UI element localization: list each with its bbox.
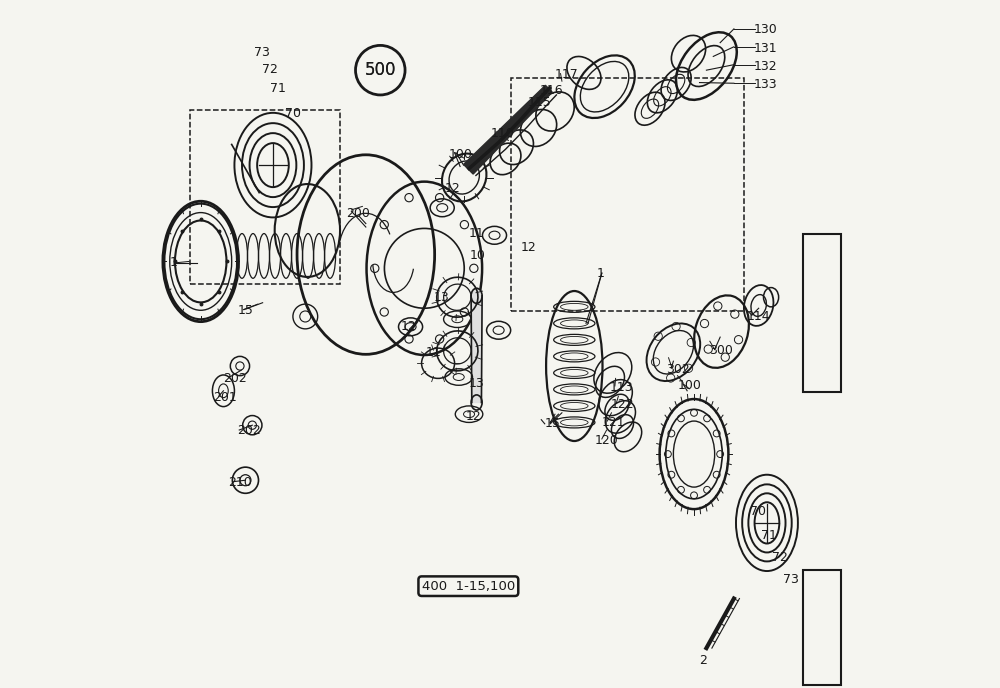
Bar xyxy=(803,234,841,392)
Text: 100: 100 xyxy=(678,379,701,391)
Text: 73: 73 xyxy=(254,46,270,58)
Text: 11: 11 xyxy=(468,228,484,240)
Text: 201: 201 xyxy=(213,391,237,404)
Text: 130: 130 xyxy=(753,23,777,36)
Text: 1: 1 xyxy=(170,257,178,269)
Text: 72: 72 xyxy=(772,551,788,563)
Text: 202: 202 xyxy=(223,372,247,385)
Text: 115: 115 xyxy=(528,96,551,109)
Text: 15: 15 xyxy=(545,418,561,430)
Text: 110: 110 xyxy=(490,127,514,140)
Bar xyxy=(803,570,841,685)
Text: 116: 116 xyxy=(539,85,563,97)
Text: 15: 15 xyxy=(237,305,253,317)
Text: 121: 121 xyxy=(602,416,625,429)
Text: 500: 500 xyxy=(365,61,396,79)
Text: 117: 117 xyxy=(555,69,579,81)
Polygon shape xyxy=(471,296,482,402)
Text: 70: 70 xyxy=(750,506,766,518)
Text: 133: 133 xyxy=(753,78,777,91)
Text: 11: 11 xyxy=(426,346,441,358)
Text: 12: 12 xyxy=(445,182,461,195)
Text: 122: 122 xyxy=(611,398,634,411)
Text: 13: 13 xyxy=(469,377,485,389)
Ellipse shape xyxy=(471,288,482,303)
Text: 120: 120 xyxy=(595,434,619,447)
Text: 302: 302 xyxy=(666,363,690,376)
Polygon shape xyxy=(464,85,552,174)
Text: 400  1-15,100: 400 1-15,100 xyxy=(422,580,515,592)
Text: 131: 131 xyxy=(753,42,777,54)
Text: 13: 13 xyxy=(434,292,450,304)
Text: 12: 12 xyxy=(466,410,481,422)
Text: 100: 100 xyxy=(449,149,473,161)
Text: 113: 113 xyxy=(609,381,633,394)
Text: 12: 12 xyxy=(521,241,536,254)
Text: 70: 70 xyxy=(285,107,301,120)
Text: 2: 2 xyxy=(699,654,707,667)
Text: 1: 1 xyxy=(596,267,604,279)
Text: 71: 71 xyxy=(270,82,286,94)
Text: 500: 500 xyxy=(365,61,396,79)
Text: 114: 114 xyxy=(746,310,770,323)
Text: 200: 200 xyxy=(346,208,370,220)
Text: 300: 300 xyxy=(709,345,733,357)
Text: 10: 10 xyxy=(470,250,486,262)
Text: 12: 12 xyxy=(401,321,417,333)
Text: 71: 71 xyxy=(761,529,777,541)
Text: 210: 210 xyxy=(228,477,252,489)
Text: 72: 72 xyxy=(262,63,278,76)
Text: 132: 132 xyxy=(753,60,777,72)
Text: 202: 202 xyxy=(237,424,261,437)
Text: 73: 73 xyxy=(783,573,799,585)
